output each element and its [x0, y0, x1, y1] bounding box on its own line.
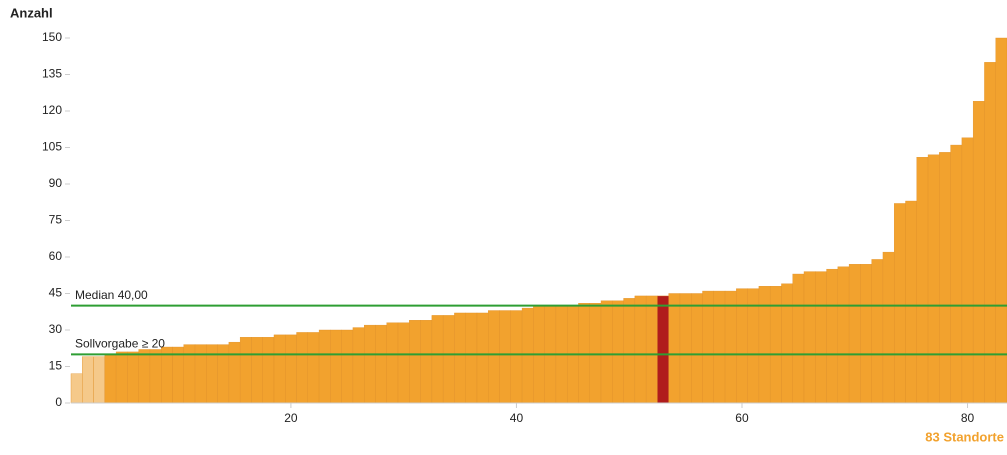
bar — [521, 307, 534, 404]
bar — [285, 334, 297, 404]
y-tick-label: 135 — [42, 67, 62, 81]
bar — [826, 268, 839, 404]
bar — [916, 157, 929, 404]
bar — [239, 337, 252, 404]
bar — [465, 312, 478, 404]
x-tick-label: 60 — [735, 411, 749, 425]
bar — [454, 312, 466, 404]
bar — [882, 251, 895, 404]
y-tick-label: 15 — [49, 359, 63, 373]
bar — [939, 152, 951, 404]
bar — [713, 290, 726, 404]
bar — [172, 346, 184, 404]
bar — [318, 329, 331, 404]
bar — [104, 354, 117, 404]
bar — [82, 356, 94, 404]
bar — [815, 271, 827, 404]
bar — [927, 154, 940, 404]
bar — [668, 293, 681, 404]
bar — [634, 295, 647, 404]
bar — [972, 101, 985, 404]
bar — [420, 320, 433, 404]
bar — [93, 356, 106, 404]
bar — [251, 337, 263, 404]
bar — [138, 349, 151, 404]
y-axis-label: Anzahl — [10, 5, 53, 20]
y-tick-label: 105 — [42, 140, 62, 154]
bar — [623, 298, 636, 404]
bar — [758, 286, 771, 404]
x-tick-label: 20 — [284, 411, 298, 425]
y-tick-label: 30 — [49, 322, 63, 336]
bar — [364, 324, 376, 404]
bar — [127, 351, 139, 404]
x-tick-label: 40 — [510, 411, 524, 425]
bar — [161, 346, 173, 404]
bar — [905, 200, 917, 404]
bar — [803, 271, 816, 404]
bar — [578, 303, 590, 404]
bar — [984, 62, 996, 404]
bar — [115, 351, 128, 404]
bar — [307, 332, 320, 404]
bar — [375, 324, 387, 404]
reference-label: Median 40,00 — [75, 288, 148, 302]
bar — [995, 37, 1007, 404]
bar — [691, 293, 703, 404]
bar — [961, 137, 974, 404]
bar — [894, 203, 906, 404]
bar — [510, 310, 523, 404]
bar — [386, 322, 399, 404]
bar — [645, 295, 658, 404]
bar — [228, 341, 241, 404]
bar — [600, 300, 613, 404]
bar — [792, 273, 805, 404]
bar — [769, 286, 782, 404]
y-tick-label: 60 — [49, 249, 63, 263]
bar — [431, 315, 444, 404]
bar — [612, 300, 624, 404]
y-tick-label: 150 — [42, 30, 62, 44]
bar — [871, 259, 884, 404]
bar — [589, 303, 602, 404]
y-tick-label: 0 — [55, 395, 62, 409]
bar — [488, 310, 500, 404]
y-tick-label: 120 — [42, 103, 62, 117]
bar — [352, 327, 365, 404]
bar — [679, 293, 692, 404]
bar — [70, 373, 83, 404]
bar — [442, 315, 455, 404]
bar — [781, 283, 793, 404]
bar — [848, 264, 861, 404]
bar — [499, 310, 512, 404]
bar — [837, 266, 850, 404]
y-tick-label: 90 — [49, 176, 63, 190]
bar — [397, 322, 410, 404]
bar — [273, 334, 286, 404]
bar — [950, 144, 963, 404]
bar — [296, 332, 309, 404]
x-tick-label: 80 — [961, 411, 975, 425]
bar — [702, 290, 714, 404]
reference-label: Sollvorgabe ≥ 20 — [75, 337, 165, 351]
bar — [476, 312, 489, 404]
y-tick-label: 75 — [49, 213, 63, 227]
bar — [330, 329, 342, 404]
bar — [409, 320, 421, 404]
bar — [262, 337, 275, 404]
bar — [149, 349, 162, 404]
bar — [860, 264, 872, 404]
x-axis-label: 83 Standorte — [925, 429, 1004, 444]
bar — [657, 295, 669, 404]
y-tick-label: 45 — [49, 286, 63, 300]
bar — [724, 290, 737, 404]
bar — [341, 329, 354, 404]
